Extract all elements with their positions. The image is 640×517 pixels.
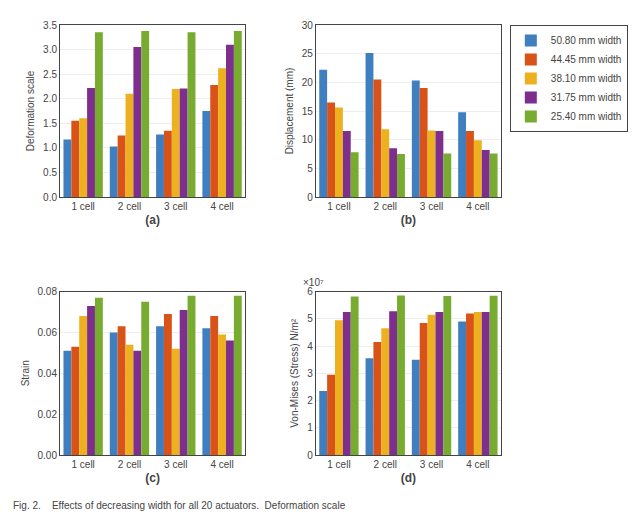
svg-text:3 cell: 3 cell bbox=[164, 459, 187, 470]
svg-text:0.0: 0.0 bbox=[43, 192, 57, 203]
svg-text:6: 6 bbox=[307, 286, 313, 297]
svg-text:1 cell: 1 cell bbox=[71, 459, 94, 470]
svg-text:2.0: 2.0 bbox=[43, 93, 57, 104]
svg-text:Deformation scale: Deformation scale bbox=[25, 70, 36, 151]
svg-text:4 cell: 4 cell bbox=[210, 459, 233, 470]
svg-text:3 cell: 3 cell bbox=[164, 201, 187, 212]
svg-text:44.45 mm width: 44.45 mm width bbox=[551, 54, 622, 65]
svg-text:4 cell: 4 cell bbox=[210, 201, 233, 212]
svg-text:2 cell: 2 cell bbox=[374, 201, 397, 212]
svg-text:Von-Mises (Stress) N/m²: Von-Mises (Stress) N/m² bbox=[289, 318, 300, 428]
svg-text:0.5: 0.5 bbox=[43, 167, 57, 178]
svg-text:1.5: 1.5 bbox=[43, 118, 57, 129]
svg-text:(b): (b) bbox=[401, 213, 416, 227]
svg-text:Fig. 2. Effects of decreasi: Fig. 2. Effects of decreasing width for … bbox=[13, 500, 346, 511]
svg-text:5: 5 bbox=[307, 163, 313, 174]
svg-text:0.00: 0.00 bbox=[38, 450, 58, 461]
svg-text:25.40 mm width: 25.40 mm width bbox=[551, 111, 622, 122]
svg-text:2.5: 2.5 bbox=[43, 69, 57, 80]
svg-text:38.10 mm width: 38.10 mm width bbox=[551, 73, 622, 84]
svg-text:15: 15 bbox=[302, 106, 314, 117]
svg-text:0: 0 bbox=[307, 450, 313, 461]
svg-text:30: 30 bbox=[302, 20, 314, 31]
svg-text:1 cell: 1 cell bbox=[71, 201, 94, 212]
svg-text:(a): (a) bbox=[145, 213, 160, 227]
svg-text:4: 4 bbox=[307, 341, 313, 352]
svg-text:3.5: 3.5 bbox=[43, 20, 57, 31]
svg-text:2 cell: 2 cell bbox=[118, 459, 141, 470]
svg-text:3 cell: 3 cell bbox=[420, 201, 443, 212]
svg-text:0.06: 0.06 bbox=[38, 327, 58, 338]
svg-text:50.80 mm width: 50.80 mm width bbox=[551, 35, 622, 46]
svg-text:1: 1 bbox=[307, 422, 313, 433]
svg-text:0: 0 bbox=[307, 192, 313, 203]
svg-text:3.0: 3.0 bbox=[43, 44, 57, 55]
svg-text:0.02: 0.02 bbox=[38, 409, 58, 420]
svg-text:0.08: 0.08 bbox=[38, 286, 58, 297]
svg-text:3 cell: 3 cell bbox=[420, 459, 443, 470]
svg-text:2 cell: 2 cell bbox=[374, 459, 397, 470]
svg-text:25: 25 bbox=[302, 48, 314, 59]
svg-text:(c): (c) bbox=[145, 471, 160, 485]
svg-text:4 cell: 4 cell bbox=[466, 459, 489, 470]
svg-text:×10⁷: ×10⁷ bbox=[303, 277, 324, 288]
svg-text:4 cell: 4 cell bbox=[466, 201, 489, 212]
svg-text:1 cell: 1 cell bbox=[327, 201, 350, 212]
svg-text:(d): (d) bbox=[401, 471, 416, 485]
svg-text:Displacement (mm): Displacement (mm) bbox=[284, 68, 295, 155]
svg-text:Strain: Strain bbox=[20, 360, 31, 386]
svg-text:2: 2 bbox=[307, 395, 313, 406]
svg-text:1.0: 1.0 bbox=[43, 142, 57, 153]
svg-text:1 cell: 1 cell bbox=[327, 459, 350, 470]
svg-text:31.75 mm width: 31.75 mm width bbox=[551, 92, 622, 103]
svg-text:3: 3 bbox=[307, 368, 313, 379]
svg-text:20: 20 bbox=[302, 77, 314, 88]
svg-text:2 cell: 2 cell bbox=[118, 201, 141, 212]
svg-text:10: 10 bbox=[302, 134, 314, 145]
svg-text:5: 5 bbox=[307, 313, 313, 324]
svg-text:0.04: 0.04 bbox=[38, 368, 58, 379]
